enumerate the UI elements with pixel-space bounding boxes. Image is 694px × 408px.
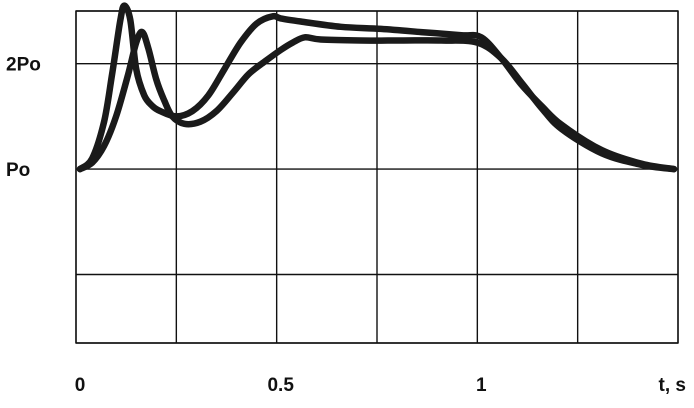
grid — [75, 10, 679, 344]
series-line-2 — [76, 28, 678, 173]
y-tick-label-0: Po — [6, 160, 30, 181]
x-tick-label-2: 1 — [476, 375, 487, 396]
tick-labels: 0 0.5 1 Po 2Po — [6, 55, 487, 396]
series-lines — [76, 2, 678, 173]
y-tick-label-1: 2Po — [6, 55, 41, 76]
x-axis-label: t, s — [659, 375, 686, 396]
x-tick-label-0: 0 — [75, 375, 86, 396]
x-tick-label-1: 0.5 — [267, 375, 294, 396]
